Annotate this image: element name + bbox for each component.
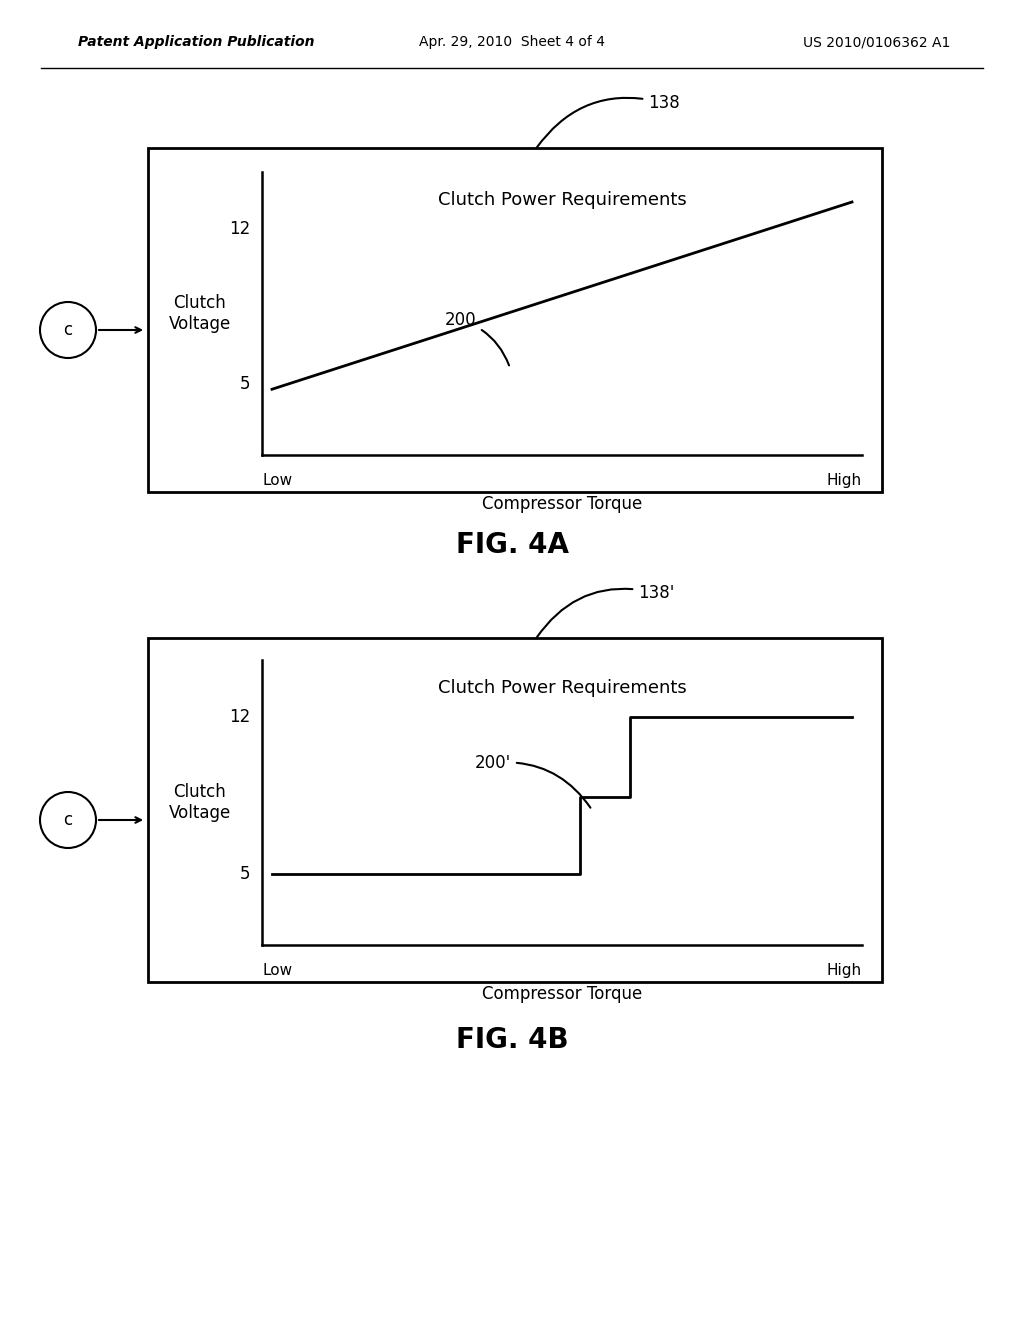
Text: c: c [63,321,73,339]
Text: FIG. 4B: FIG. 4B [456,1026,568,1053]
Text: c: c [63,810,73,829]
Text: US 2010/0106362 A1: US 2010/0106362 A1 [803,36,950,49]
Text: FIG. 4A: FIG. 4A [456,531,568,558]
Text: 138: 138 [537,94,680,148]
Text: Compressor Torque: Compressor Torque [482,985,642,1003]
Text: High: High [826,964,862,978]
Text: 12: 12 [228,708,250,726]
Bar [148,148,882,492]
Text: High: High [826,473,862,488]
Text: 5: 5 [240,375,250,393]
Text: Low: Low [262,964,292,978]
Text: Low: Low [262,473,292,488]
Text: 200': 200' [475,754,591,808]
Text: Clutch
Voltage: Clutch Voltage [169,783,231,822]
Text: 5: 5 [240,865,250,883]
Text: Clutch Power Requirements: Clutch Power Requirements [437,678,686,697]
Text: Compressor Torque: Compressor Torque [482,495,642,513]
Text: Clutch Power Requirements: Clutch Power Requirements [437,191,686,209]
Text: Apr. 29, 2010  Sheet 4 of 4: Apr. 29, 2010 Sheet 4 of 4 [419,36,605,49]
Text: 12: 12 [228,219,250,238]
Text: 138': 138' [537,583,675,638]
Text: 200: 200 [445,312,509,366]
Text: Clutch
Voltage: Clutch Voltage [169,294,231,333]
Bar [148,638,882,982]
Text: Patent Application Publication: Patent Application Publication [78,36,314,49]
